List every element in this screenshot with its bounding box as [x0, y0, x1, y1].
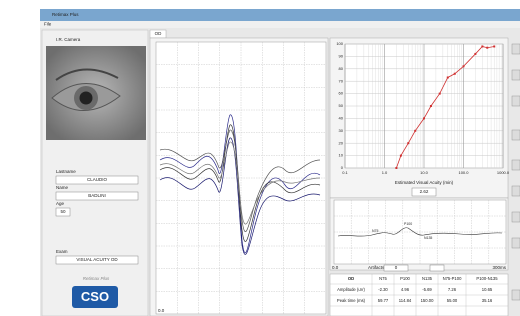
acuity-point: [493, 45, 495, 47]
button[interactable]: [512, 96, 520, 106]
logo-text: Retimax Plus: [83, 276, 110, 281]
result-value: 2.62: [420, 189, 429, 194]
acuity-point: [481, 45, 483, 47]
camera-label: I.R. Camera: [56, 37, 81, 42]
y-tick-label: 90: [339, 53, 344, 58]
button[interactable]: [512, 160, 520, 170]
row-header: Amplitude (uV): [337, 287, 365, 292]
column-header: N135: [422, 276, 433, 281]
acuity-point: [463, 65, 465, 67]
menu-item[interactable]: File: [44, 22, 52, 27]
tab-label: OD: [155, 31, 163, 36]
acuity-point: [414, 130, 416, 132]
menu-bar: [40, 21, 520, 28]
app-window: Retimax Plus File I.R. Camera Lastname C…: [0, 0, 520, 316]
x-tick-label: 0.1: [342, 170, 348, 175]
button[interactable]: [512, 44, 520, 54]
title-bar: [40, 9, 520, 21]
y-tick-label: 10: [339, 153, 344, 158]
field-value: CLAUDIO: [87, 177, 108, 182]
acuity-point: [400, 155, 402, 157]
acuity-point: [486, 47, 488, 49]
y-tick-label: 50: [339, 103, 344, 108]
acuity-point: [430, 105, 432, 107]
acuity-point: [439, 93, 441, 95]
button[interactable]: [512, 130, 520, 140]
column-header: P100-N135: [476, 276, 498, 281]
y-tick-label: 40: [339, 115, 344, 120]
y-tick-label: 20: [339, 140, 344, 145]
table-cell: 10.65: [482, 287, 493, 292]
pupil: [80, 92, 93, 105]
x-tick-label: 1.0: [382, 170, 388, 175]
table-cell: 4.96: [401, 287, 410, 292]
table-cell: 55.00: [447, 298, 458, 303]
acuity-point: [395, 167, 397, 169]
field-label: Exam: [56, 249, 68, 254]
field-value: BADLINI: [88, 193, 106, 198]
acuity-point: [474, 53, 476, 55]
acuity-point: [407, 142, 409, 144]
artifacts-label: Artifacts: [368, 265, 385, 270]
artifacts-indicator: [430, 265, 444, 271]
table-cell: 114.84: [399, 298, 412, 303]
column-header: N75-P100: [443, 276, 463, 281]
row-header: Peak time (ms): [337, 298, 366, 303]
y-tick-label: 30: [339, 128, 344, 133]
x-axis-label: Estimated Visual Acuity (min): [395, 180, 454, 185]
y-tick-label: 100: [336, 41, 343, 46]
field-value: 50: [60, 209, 66, 214]
table-cell: 7.26: [448, 287, 457, 292]
column-header: N75: [379, 276, 387, 281]
acuity-point: [447, 76, 449, 78]
table-corner: OD: [348, 276, 354, 281]
table-cell: 35.16: [482, 298, 493, 303]
button[interactable]: [512, 238, 520, 248]
acuity-point: [454, 73, 456, 75]
peak-label: N75: [372, 229, 378, 233]
button[interactable]: [512, 186, 520, 196]
window-title: Retimax Plus: [52, 12, 79, 17]
y-tick-label: 60: [339, 91, 344, 96]
field-label: Age: [56, 201, 65, 206]
button[interactable]: [512, 290, 520, 300]
peak-label: N135: [424, 236, 432, 240]
button[interactable]: [512, 212, 520, 222]
field-label: Name: [56, 185, 69, 190]
field-value: VISUAL ACUITY OD: [76, 257, 118, 262]
end-label: 300ms: [492, 265, 506, 270]
table-cell: 150.00: [421, 298, 434, 303]
y-tick-label: 80: [339, 66, 344, 71]
peak-label: P100: [404, 222, 412, 226]
x-tick-label: 100.0: [458, 170, 469, 175]
table-cell: -2.30: [378, 287, 388, 292]
button[interactable]: [512, 70, 520, 80]
brand-text: CSO: [81, 289, 109, 304]
origin-label: 0.0: [158, 308, 165, 313]
acuity-point: [423, 117, 425, 119]
table-cell: -5.69: [422, 287, 432, 292]
y-tick-label: 70: [339, 78, 344, 83]
column-header: P100: [400, 276, 410, 281]
field-label: Lastname: [56, 169, 76, 174]
x-tick-label: 10.0: [420, 170, 429, 175]
start-label: 0.0: [332, 265, 339, 270]
table-cell: 59.77: [378, 298, 389, 303]
x-tick-label: 1000.0: [497, 170, 510, 175]
